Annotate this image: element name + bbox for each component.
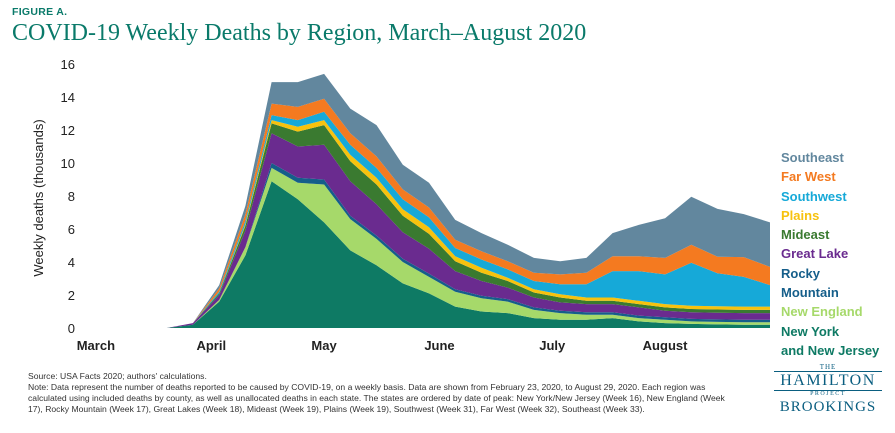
y-tick-label: 2 [68, 288, 75, 303]
y-tick-label: 10 [61, 156, 75, 171]
y-tick-label: 16 [61, 57, 75, 72]
y-tick-label: 12 [61, 123, 75, 138]
y-axis-label: Weekly deaths (thousands) [31, 119, 46, 276]
methodology-note: Note: Data represent the number of death… [28, 382, 725, 414]
chart-footer: Source: USA Facts 2020; authors' calcula… [28, 371, 728, 415]
legend-entry: Rocky [781, 265, 821, 281]
logo-hamilton: HAMILTON [774, 371, 882, 391]
area-series-group [88, 73, 770, 329]
logo-the: THE [819, 363, 837, 371]
legend-entry: Mountain [781, 285, 839, 301]
x-tick-label: April [196, 338, 226, 353]
x-tick-label: August [643, 338, 688, 353]
legend-entry: Far West [781, 169, 836, 185]
area-new-england [88, 167, 770, 328]
x-axis: March April May June July August [77, 338, 688, 353]
y-tick-label: 0 [68, 321, 75, 336]
legend-entry: New England [781, 304, 863, 320]
x-tick-label: June [424, 338, 454, 353]
legend: Southeast Far West Southwest Plains Mideast G… [781, 148, 879, 360]
legend-entry: and New Jersey [781, 342, 880, 358]
logo-project: PROJECT [810, 391, 846, 397]
y-tick-label: 14 [61, 90, 75, 105]
area-new-york-and-new-jersey [88, 181, 770, 328]
legend-entry: Southeast [781, 150, 844, 165]
area-great-lake [88, 133, 770, 328]
hamilton-brookings-logo: THE HAMILTON PROJECT BROOKINGS [763, 363, 893, 416]
x-tick-label: May [311, 338, 337, 353]
area-southwest [88, 111, 770, 328]
y-tick-label: 8 [68, 189, 75, 204]
legend-entry: New York [781, 323, 840, 339]
y-tick-label: 6 [68, 222, 75, 237]
figure-label: FIGURE A. [12, 6, 68, 18]
x-tick-label: March [77, 338, 115, 353]
chart-title: COVID-19 Weekly Deaths by Region, March–… [12, 20, 587, 46]
stacked-area-chart: 0 2 4 6 8 10 12 14 16 March April May June July Augus… [31, 57, 770, 353]
area-southeast [88, 73, 770, 329]
source-note: Source: USA Facts 2020; authors' calcula… [28, 371, 207, 381]
legend-entry: Southwest [781, 188, 847, 204]
area-plains [88, 120, 770, 328]
logo-brookings: BROOKINGS [779, 399, 877, 415]
legend-entry: Mideast [781, 227, 830, 243]
x-tick-label: July [539, 338, 566, 353]
legend-entry: Plains [781, 207, 820, 223]
y-axis: 0 2 4 6 8 10 12 14 16 [61, 57, 75, 336]
area-far-west [88, 98, 770, 328]
legend-entry: Great Lake [781, 246, 849, 262]
y-tick-label: 4 [68, 255, 75, 270]
